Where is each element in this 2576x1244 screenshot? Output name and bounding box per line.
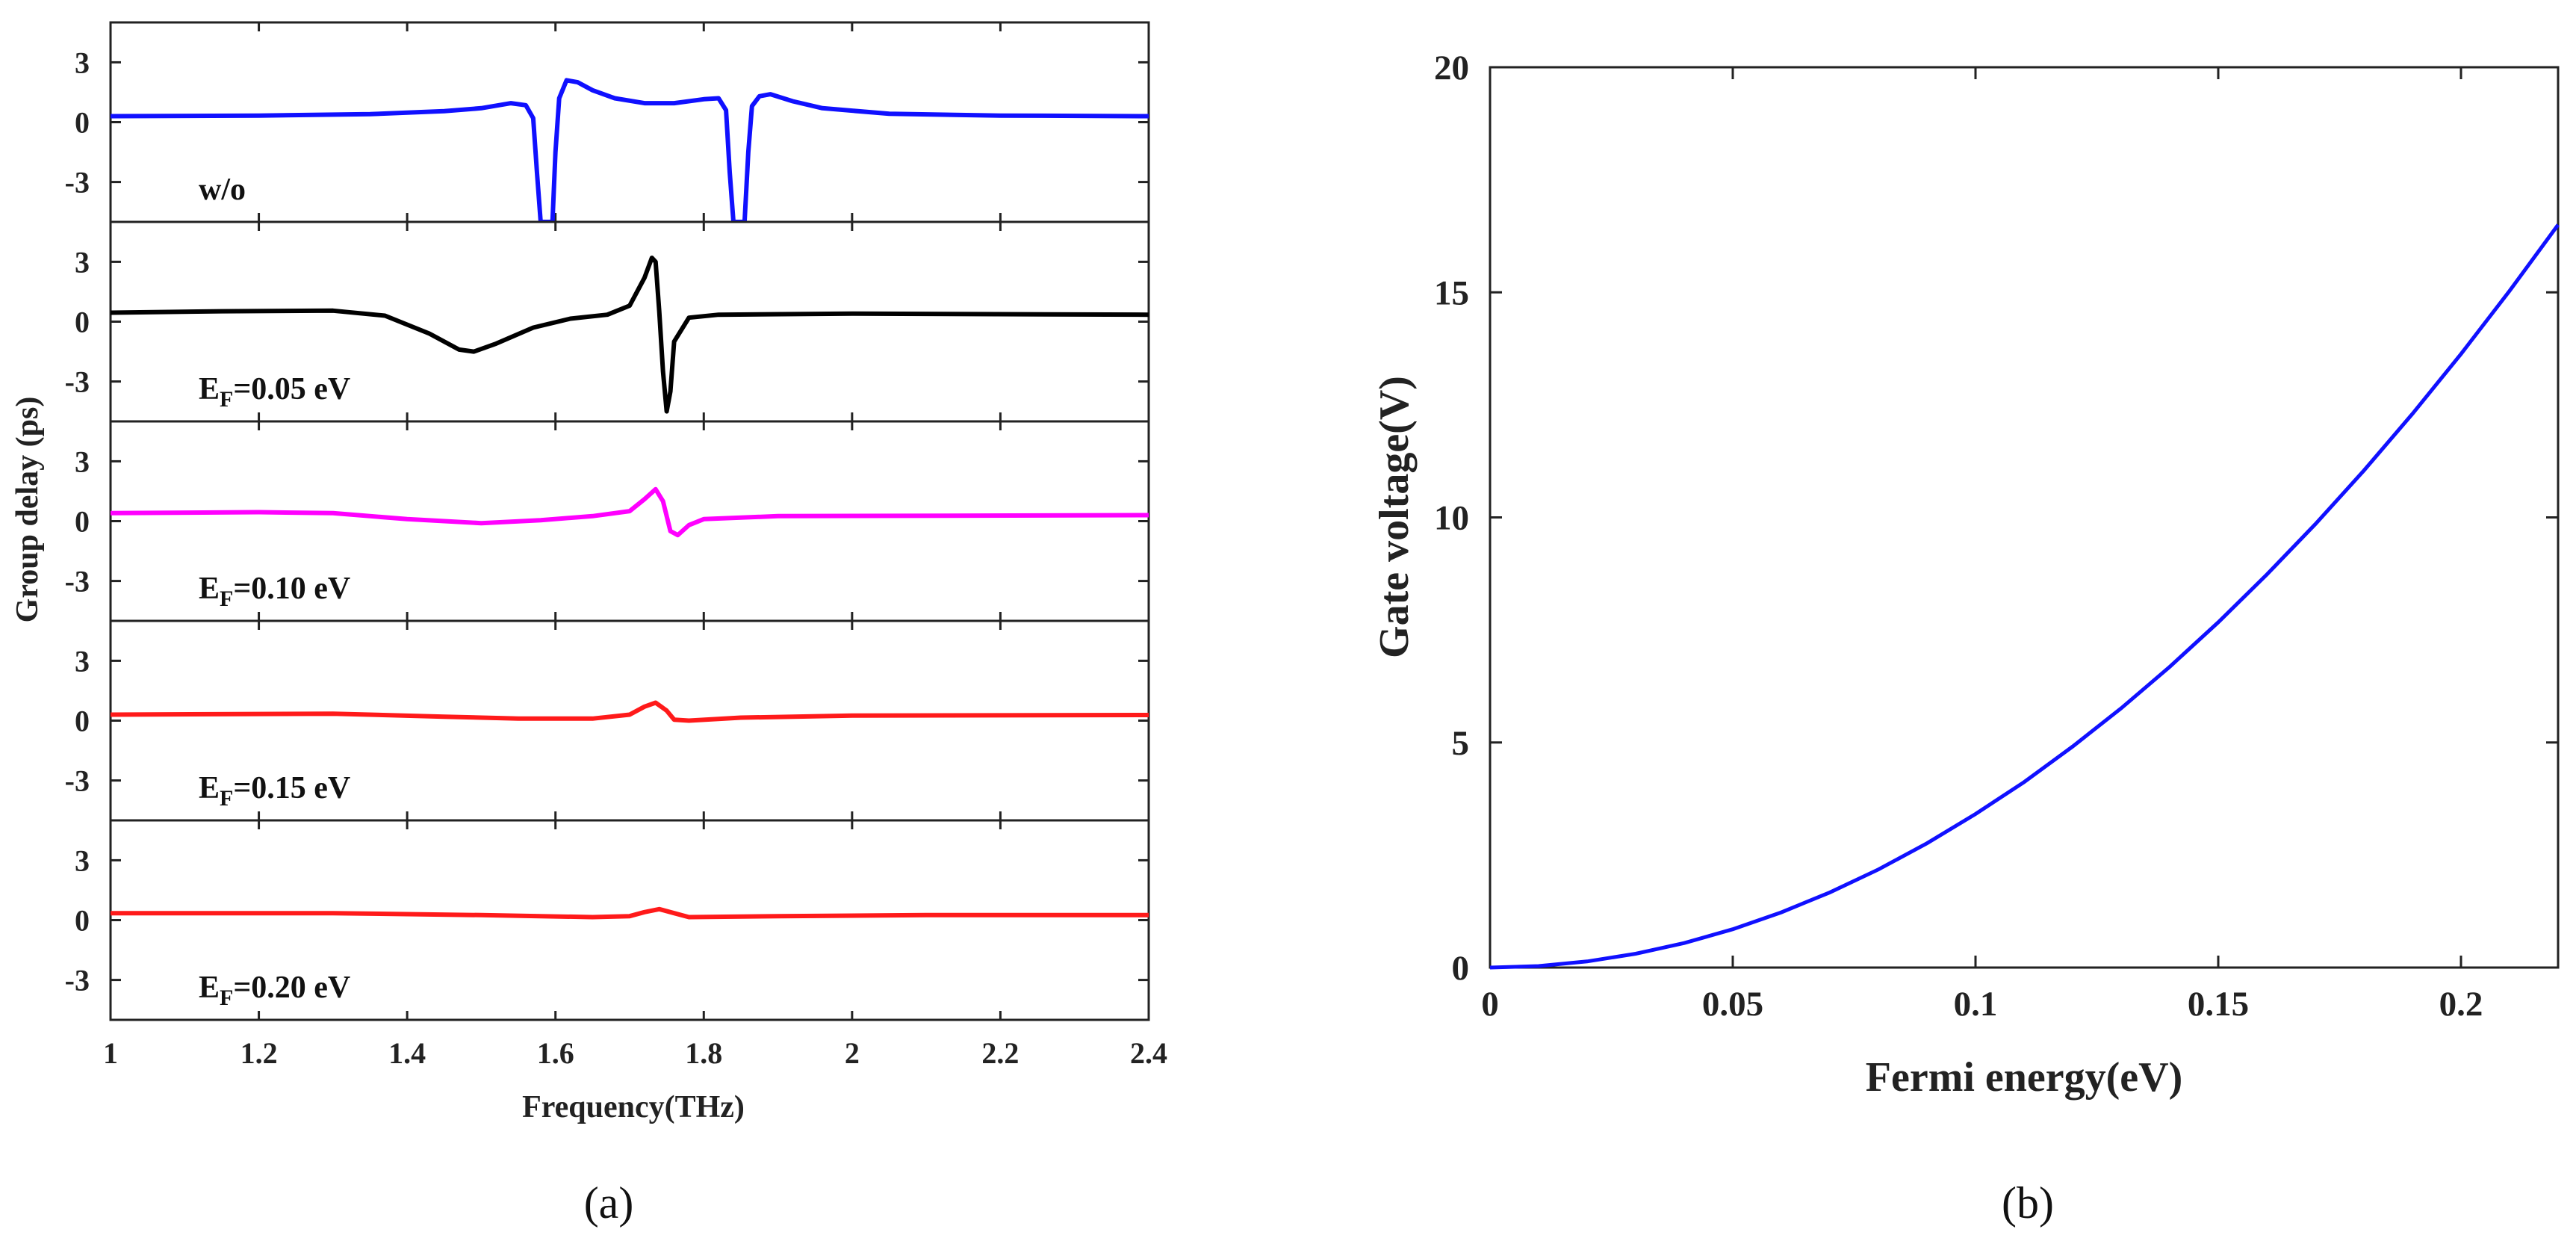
panel-a-series-label: EF=0.10 eV xyxy=(199,572,350,611)
panel-a-y-tick-label: -3 xyxy=(65,166,90,199)
panel-a-series-line xyxy=(111,700,1149,723)
panel-b-x-tick-label: 0.1 xyxy=(1954,985,1998,1024)
panel-b-caption: (b) xyxy=(2002,1178,2054,1228)
panel-a-x-tick-label: 1.4 xyxy=(388,1036,426,1070)
panel-a-y-tick-label: 0 xyxy=(75,306,90,339)
panel-a-subplot-1: 3 0 -3 w/o xyxy=(65,21,1150,223)
panel-b-y-tick-label: 20 xyxy=(1434,49,1469,87)
panel-a-x-tick-label: 1.6 xyxy=(537,1036,574,1070)
panel-a-series-label: EF=0.20 eV xyxy=(199,971,350,1010)
panel-b-axes-frame xyxy=(1489,66,2560,969)
panel-a-subplot-frame xyxy=(109,21,1150,223)
panel-b-x-tick-label: 0.05 xyxy=(1702,985,1763,1024)
panel-a-x-tick-label: 1.8 xyxy=(685,1036,722,1070)
panel-a-y-tick-label: -3 xyxy=(65,764,90,798)
panel-b-y-tick-label: 0 xyxy=(1452,949,1470,988)
panel-b-x-axis-label: Fermi energy(eV) xyxy=(1866,1054,2182,1101)
panel-a-series-label: w/o xyxy=(199,173,246,207)
panel-a-x-tick-label: 2 xyxy=(845,1036,860,1070)
panel-a-x-tick-label: 2.2 xyxy=(981,1036,1019,1070)
panel-a-series-label: EF=0.15 eV xyxy=(199,771,350,811)
panel-a-subplot-2: 3 0 -3 EF=0.05 eV xyxy=(65,220,1150,423)
panel-a-y-tick-label: 3 xyxy=(75,445,90,478)
panel-a-subplot-3: 3 0 -3 EF=0.10 eV xyxy=(65,420,1150,622)
panel-a-y-tick-label: -3 xyxy=(65,565,90,598)
panel-a-x-tick-label: 1 xyxy=(103,1036,118,1070)
panel-a-y-tick-label: 0 xyxy=(75,904,90,938)
panel-a-chart: 3 0 -3 w/o 3 0 -3 EF=0.05 eV 3 0 -3 EF=0.10 eV 3 0 -3 E… xyxy=(10,21,1167,1228)
panel-a-y-axis-label: Group delay (ps) xyxy=(10,397,45,623)
panel-b-y-tick-label: 15 xyxy=(1434,273,1469,312)
panel-a-series-line xyxy=(111,256,1149,414)
panel-a-series-line xyxy=(111,78,1149,222)
panel-a-y-tick-label: 0 xyxy=(75,505,90,539)
panel-a-x-tick-label: 2.4 xyxy=(1130,1036,1167,1070)
panel-a-y-tick-label: 3 xyxy=(75,245,90,279)
panel-a-y-tick-label: 0 xyxy=(75,705,90,738)
panel-b-x-tick-label: 0.15 xyxy=(2188,985,2249,1024)
panel-b-x-tick-label: 0.2 xyxy=(2439,985,2483,1024)
panel-a-y-tick-label: 3 xyxy=(75,644,90,678)
panel-a-y-tick-label: -3 xyxy=(65,964,90,997)
panel-b-y-axis-label: Gate voltage(V) xyxy=(1371,376,1418,658)
panel-a-series-label: EF=0.05 eV xyxy=(199,372,350,412)
panel-a-y-tick-label: -3 xyxy=(65,365,90,399)
panel-b-y-tick-label: 10 xyxy=(1434,499,1469,538)
panel-a-series-line xyxy=(111,486,1149,538)
panel-b-y-tick-label: 5 xyxy=(1452,724,1470,763)
panel-b-gate-voltage-line xyxy=(1489,223,2560,970)
panel-a-caption: (a) xyxy=(584,1178,634,1228)
panel-b-x-tick-label: 0 xyxy=(1481,985,1499,1024)
panel-a-x-axis-label: Frequency(THz) xyxy=(522,1090,745,1124)
panel-a-subplot-4: 3 0 -3 EF=0.15 eV xyxy=(65,619,1150,822)
panel-a-subplot-5: 3 0 -3 EF=0.20 eV xyxy=(65,819,1150,1021)
panel-a-series-line xyxy=(111,906,1149,920)
panel-a-y-tick-label: 0 xyxy=(75,106,90,140)
panel-a-y-tick-label: 3 xyxy=(75,844,90,877)
panel-a-x-tick-label: 1.2 xyxy=(240,1036,278,1070)
panel-b-chart: 0 0.05 0.1 0.15 0.2 0 5 10 15 20 Fermi energy(eV)… xyxy=(1371,49,2560,1228)
panel-a-y-tick-label: 3 xyxy=(75,46,90,79)
